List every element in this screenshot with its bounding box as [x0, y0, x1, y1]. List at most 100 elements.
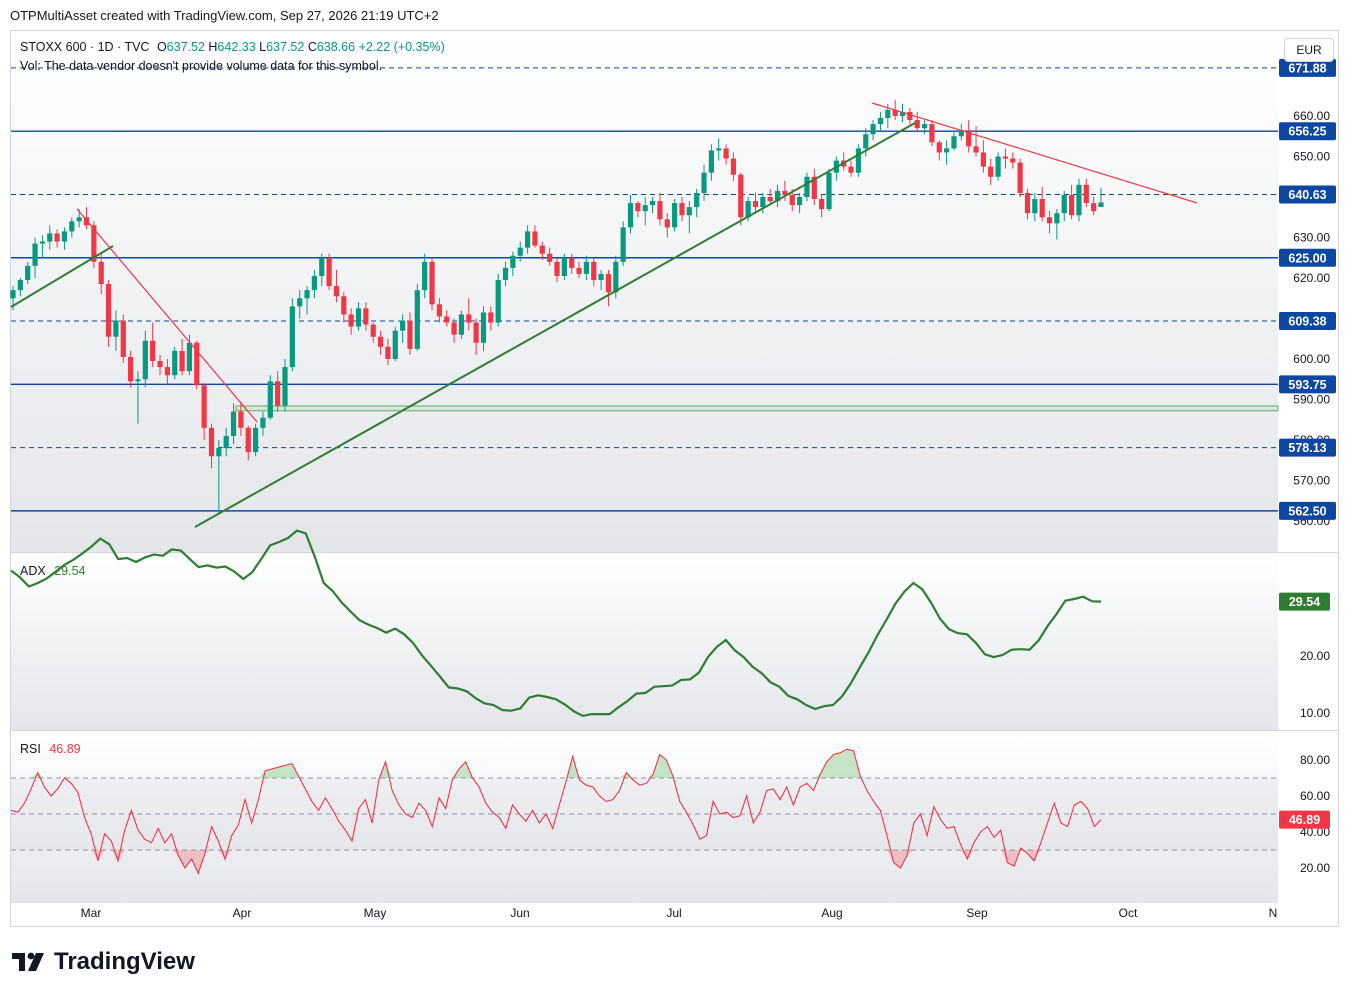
candle-body	[333, 286, 340, 297]
rsi-title[interactable]: RSI	[20, 742, 41, 756]
rsi-tick-label: 20.00	[1300, 861, 1330, 875]
candle-body	[767, 197, 773, 202]
candle-body	[826, 172, 832, 210]
candle-body	[17, 280, 23, 291]
candle-body	[91, 225, 97, 262]
support-zone	[235, 405, 1279, 412]
high-value: 642.33	[217, 40, 256, 54]
candle-body	[385, 346, 391, 359]
candle-body	[407, 320, 413, 349]
price-level-tag-label: 640.63	[1288, 188, 1326, 202]
candle-body	[782, 190, 788, 195]
candle-body	[745, 201, 751, 218]
candle-body	[899, 111, 906, 116]
candle-body	[223, 435, 229, 449]
candle-body	[135, 379, 141, 382]
candle-body	[414, 290, 420, 349]
rsi-oversold-fill	[178, 850, 185, 868]
candle-body	[238, 411, 244, 428]
price-tick-label: 590.00	[1293, 393, 1330, 407]
rsi-overbought-fill	[840, 749, 847, 778]
candle-body	[635, 203, 641, 212]
candle-body	[179, 350, 185, 372]
candle-body	[172, 350, 178, 376]
candle-body	[451, 322, 457, 335]
brand-logo[interactable]: TradingView	[12, 948, 195, 976]
rsi-overbought-fill	[265, 769, 272, 778]
pane-background-2	[11, 553, 1278, 730]
adx-title[interactable]: ADX	[20, 564, 46, 578]
low-value: 637.52	[266, 40, 305, 54]
open-value: 637.52	[166, 40, 205, 54]
candle-body	[473, 322, 479, 343]
candle-body	[61, 231, 68, 242]
rsi-overbought-fill	[298, 776, 306, 778]
candle-body	[716, 148, 722, 151]
price-level-tag	[1279, 122, 1336, 141]
rsi-overbought-fill	[385, 761, 393, 778]
pane-background-1	[11, 31, 1278, 552]
volume-note: Vol: The data vendor doesn't provide vol…	[20, 59, 383, 73]
candle-body	[297, 298, 303, 307]
candle-body	[1017, 162, 1023, 193]
pane-background-3	[11, 731, 1278, 903]
adx-tick-label: 10.00	[1300, 706, 1330, 720]
time-axis-label: Sep	[966, 906, 988, 920]
candle-body	[98, 261, 104, 285]
adx-value-tag	[1279, 592, 1330, 611]
candle-body	[789, 194, 795, 206]
rsi-overbought-fill	[846, 749, 854, 778]
candle-body	[576, 267, 582, 274]
price-tick-label: 570.00	[1293, 474, 1330, 488]
candle-body	[39, 241, 46, 244]
candle-body	[591, 261, 597, 281]
candle-body	[392, 330, 398, 359]
price-level-tag	[1279, 185, 1336, 204]
candle-body	[10, 290, 16, 299]
currency-button[interactable]: EUR	[1284, 38, 1334, 62]
price-tick-label: 600.00	[1293, 352, 1330, 366]
candle-body	[686, 207, 692, 216]
candle-body	[1039, 199, 1045, 218]
candle-body	[157, 361, 163, 368]
candle-body	[164, 367, 170, 376]
candle-body	[311, 275, 318, 291]
candle-body	[326, 257, 332, 287]
candle-body	[319, 257, 325, 276]
candle-body	[252, 427, 259, 453]
candle-body	[980, 152, 986, 167]
candle-body	[561, 257, 567, 276]
trendline	[10, 245, 114, 308]
candle-body	[32, 243, 38, 266]
time-axis-label: Mar	[81, 906, 102, 920]
candle-body	[488, 312, 494, 323]
candle-body	[921, 124, 928, 129]
candle-body	[855, 148, 862, 173]
candle-body	[466, 314, 472, 323]
rsi-overbought-fill	[278, 765, 286, 778]
candle-body	[973, 146, 979, 153]
rsi-overbought-fill	[285, 763, 292, 778]
candle-body	[627, 203, 634, 228]
candle-body	[436, 304, 442, 317]
low-label: L	[259, 40, 267, 54]
rsi-oversold-fill	[1027, 850, 1035, 861]
candle-body	[105, 284, 112, 337]
candle-body	[429, 261, 435, 305]
high-label: H	[208, 40, 218, 54]
rsi-overbought-fill	[673, 776, 680, 778]
candle-body	[774, 190, 781, 202]
symbol-label[interactable]: STOXX 600 · 1D · TVC	[20, 40, 150, 54]
price-level-tag-label: 625.00	[1288, 251, 1326, 265]
time-axis-label: Aug	[821, 906, 842, 920]
candle-body	[400, 320, 406, 331]
candle-body	[267, 381, 273, 418]
rsi-oversold-fill	[1034, 850, 1041, 861]
time-axis-label: Oct	[1119, 906, 1138, 920]
candle-body	[848, 166, 854, 173]
price-level-tag	[1279, 375, 1336, 394]
candle-body	[348, 314, 354, 327]
rsi-oversold-fill	[191, 850, 199, 874]
rsi-tick-label: 80.00	[1300, 753, 1330, 767]
